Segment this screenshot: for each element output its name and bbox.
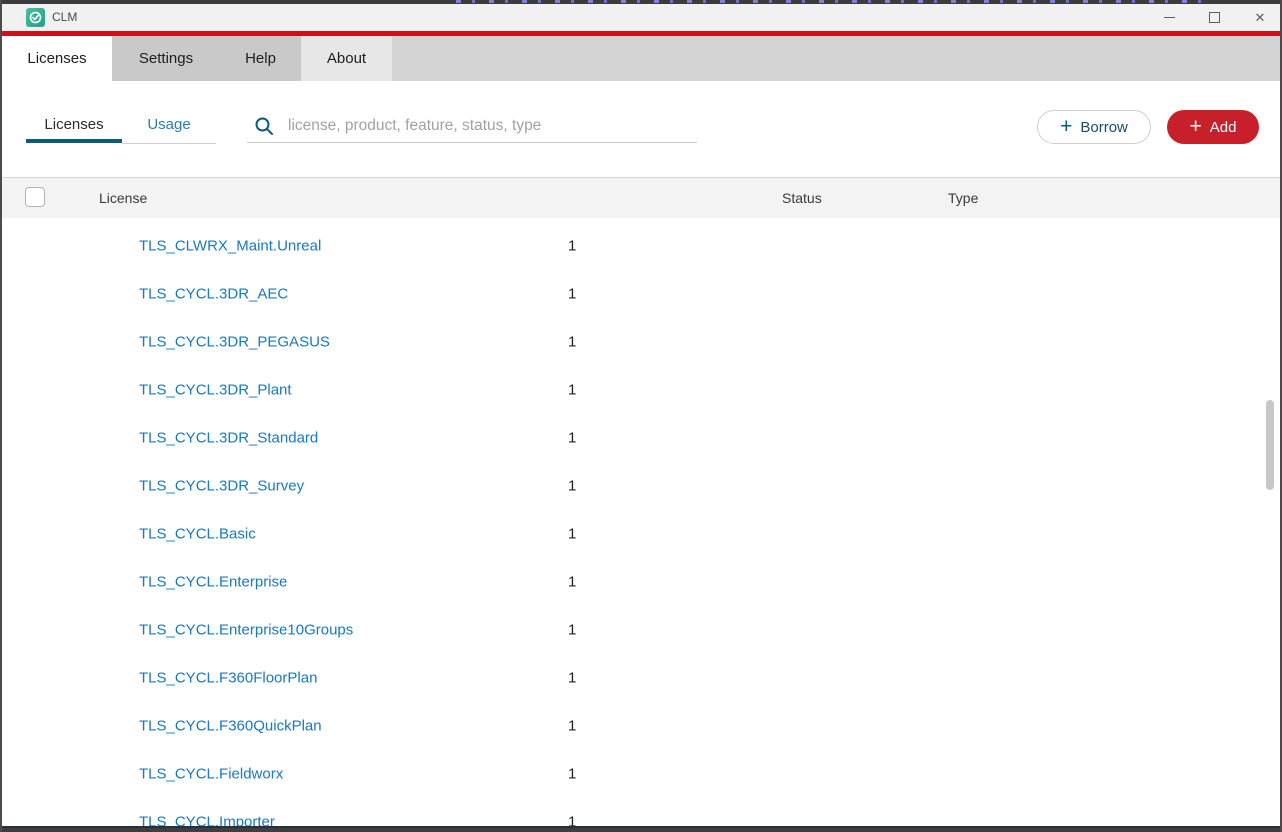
table-row[interactable]: TLS_CYCL.Enterprise10Groups 1 <box>2 606 1280 654</box>
table-row[interactable]: TLS_CYCL.F360QuickPlan 1 <box>2 702 1280 750</box>
table-row[interactable]: TLS_CYCL.3DR_AEC 1 <box>2 270 1280 318</box>
license-link[interactable]: TLS_CYCL.3DR_AEC <box>139 285 289 303</box>
add-button-label: Add <box>1209 118 1237 136</box>
search-input[interactable] <box>286 116 666 136</box>
tab-settings[interactable]: Settings <box>112 36 220 81</box>
license-count: 1 <box>568 813 577 831</box>
license-link[interactable]: TLS_CYCL.3DR_Plant <box>139 381 292 399</box>
license-count: 1 <box>568 717 577 735</box>
maximize-icon <box>1208 12 1220 23</box>
license-link[interactable]: TLS_CYCL.3DR_Standard <box>139 429 319 447</box>
license-count: 1 <box>568 525 577 543</box>
column-header-status: Status <box>782 190 822 206</box>
add-button[interactable]: + Add <box>1167 110 1259 144</box>
tab-about[interactable]: About <box>301 36 392 81</box>
license-count: 1 <box>568 381 577 399</box>
license-link[interactable]: TLS_CYCL.3DR_PEGASUS <box>139 333 330 351</box>
table-row[interactable]: TLS_CYCL.F360FloorPlan 1 <box>2 654 1280 702</box>
tab-label: Settings <box>138 50 194 67</box>
plus-icon: + <box>1060 114 1073 138</box>
table-row[interactable]: TLS_CYCL.3DR_Standard 1 <box>2 414 1280 462</box>
tab-label: Licenses <box>27 50 87 67</box>
close-icon: ✕ <box>1254 9 1266 25</box>
borrow-button[interactable]: + Borrow <box>1037 110 1151 144</box>
table-header: License Status Type <box>2 177 1280 218</box>
scrollbar-thumb[interactable] <box>1266 400 1274 490</box>
license-link[interactable]: TLS_CYCL.F360FloorPlan <box>139 669 318 687</box>
license-link[interactable]: TLS_CYCL.Fieldworx <box>139 765 284 783</box>
subtab-licenses[interactable]: Licenses <box>26 110 122 143</box>
license-count: 1 <box>568 621 577 639</box>
column-header-license: License <box>99 190 148 206</box>
close-button[interactable]: ✕ <box>1245 4 1275 31</box>
license-count: 1 <box>568 285 577 303</box>
license-count: 1 <box>568 237 577 255</box>
license-link[interactable]: TLS_CYCL.Enterprise10Groups <box>139 621 354 639</box>
search-field <box>247 110 697 143</box>
tab-label: Help <box>245 50 276 67</box>
borrow-button-label: Borrow <box>1080 118 1128 136</box>
artifact-dashes <box>442 0 1212 3</box>
table-row[interactable]: TLS_CLWRX_Maint.Unreal 1 <box>2 222 1280 270</box>
license-count: 1 <box>568 765 577 783</box>
tab-licenses[interactable]: Licenses <box>2 36 112 81</box>
table-row[interactable]: TLS_CYCL.Enterprise 1 <box>2 558 1280 606</box>
license-link[interactable]: TLS_CYCL.F360QuickPlan <box>139 717 322 735</box>
screen-edge-artifact <box>2 0 1280 4</box>
minimize-button[interactable] <box>1154 4 1184 31</box>
minimize-icon <box>1163 17 1175 18</box>
search-icon <box>255 117 273 135</box>
main-tab-bar: Licenses Settings Help About <box>2 36 1280 81</box>
table-row[interactable]: TLS_CYCL.3DR_Survey 1 <box>2 462 1280 510</box>
maximize-button[interactable] <box>1199 4 1229 31</box>
license-link[interactable]: TLS_CYCL.Basic <box>139 525 256 543</box>
table-row[interactable]: TLS_CYCL.3DR_PEGASUS 1 <box>2 318 1280 366</box>
license-count: 1 <box>568 573 577 591</box>
plus-icon: + <box>1189 114 1202 138</box>
subtab-usage[interactable]: Usage <box>122 110 216 144</box>
tab-help[interactable]: Help <box>220 36 301 81</box>
select-all-checkbox[interactable] <box>25 187 45 207</box>
app-logo-icon <box>26 8 45 27</box>
column-header-type: Type <box>948 190 979 206</box>
license-link[interactable]: TLS_CLWRX_Maint.Unreal <box>139 237 322 255</box>
table-row[interactable]: TLS_CYCL.Fieldworx 1 <box>2 750 1280 798</box>
license-link[interactable]: TLS_CYCL.3DR_Survey <box>139 477 305 495</box>
license-count: 1 <box>568 669 577 687</box>
table-row[interactable]: TLS_CYCL.3DR_Plant 1 <box>2 366 1280 414</box>
license-count: 1 <box>568 429 577 447</box>
license-table-body: TLS_CLWRX_Maint.Unreal 1 TLS_CYCL.3DR_AE… <box>2 222 1280 832</box>
tab-label: About <box>326 50 367 67</box>
window-title: CLM <box>52 10 78 24</box>
license-link[interactable]: TLS_CYCL.Enterprise <box>139 573 288 591</box>
brand-accent-line <box>2 31 1280 36</box>
license-count: 1 <box>568 333 577 351</box>
titlebar: CLM ✕ <box>2 4 1280 31</box>
window-bottom-edge <box>2 826 1280 832</box>
table-row[interactable]: TLS_CYCL.Basic 1 <box>2 510 1280 558</box>
license-count: 1 <box>568 477 577 495</box>
